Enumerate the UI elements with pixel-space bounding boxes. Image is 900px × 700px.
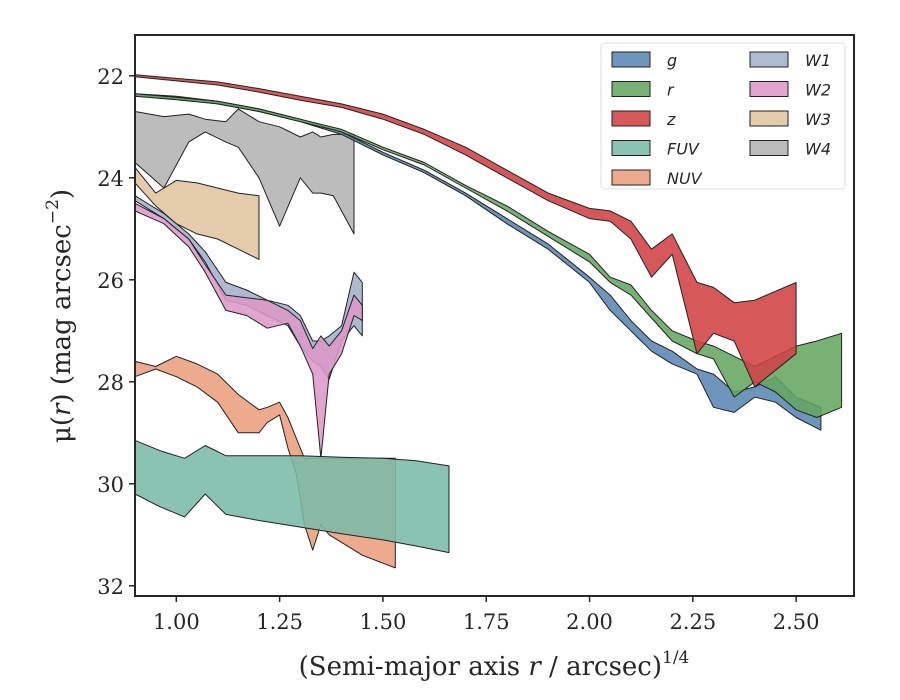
- legend-item-fuv: FUV: [611, 140, 700, 159]
- y-tick-label: 24: [97, 167, 124, 191]
- y-tick-label: 28: [97, 371, 124, 395]
- band-z: [134, 74, 797, 388]
- x-tick-label: 1.00: [153, 610, 200, 634]
- band-w3: [134, 167, 260, 260]
- legend-swatch: [749, 140, 789, 156]
- legend-swatch: [749, 110, 789, 127]
- legend-swatch: [611, 51, 651, 68]
- x-tick-label: 2.50: [773, 610, 820, 634]
- band-fuv: [134, 439, 450, 554]
- x-tick-label: 1.25: [256, 610, 303, 634]
- legend-swatch: [611, 81, 651, 97]
- legend-label: r: [667, 81, 675, 100]
- legend-label: W1: [805, 51, 831, 70]
- legend-swatch: [611, 140, 651, 156]
- legend-swatch: [611, 169, 651, 186]
- legend-item-w1: W1: [749, 51, 831, 70]
- legend-label: FUV: [667, 140, 700, 159]
- legend-label: W3: [805, 110, 831, 129]
- legend-item-w2: W2: [749, 81, 831, 100]
- legend-item-w4: W4: [749, 140, 831, 159]
- x-axis: 1.00 1.25 1.50 1.75 2.00 2.25 2.50: [153, 596, 820, 634]
- x-tick-label: 2.00: [566, 610, 613, 634]
- legend-label: NUV: [667, 169, 703, 188]
- band-g: [134, 93, 822, 431]
- legend: grz FUV NUV W1 W2 W3 W4: [600, 42, 846, 190]
- legend-swatch: [749, 81, 789, 97]
- y-tick-label: 26: [97, 269, 124, 293]
- y-tick-label: 22: [97, 65, 124, 89]
- legend-item-z: z: [611, 110, 676, 129]
- y-axis: 22 24 26 28 30 32: [97, 65, 135, 599]
- y-tick-label: 32: [97, 575, 124, 599]
- legend-label: W4: [805, 140, 831, 159]
- y-tick-label: 30: [97, 473, 124, 497]
- y-axis-label: μ(r) (mag arcsec−2): [43, 189, 77, 443]
- band-r: [134, 93, 843, 418]
- series-bands: [134, 74, 843, 569]
- legend-swatch: [611, 110, 651, 127]
- legend-swatch: [749, 51, 789, 68]
- x-tick-label: 2.25: [669, 610, 716, 634]
- legend-item-r: r: [611, 81, 675, 100]
- x-tick-label: 1.75: [463, 610, 510, 634]
- legend-label: z: [666, 110, 676, 129]
- plot-frame: [134, 34, 855, 597]
- x-tick-label: 1.50: [360, 610, 407, 634]
- band-w4: [134, 108, 355, 235]
- band-w2: [134, 202, 363, 459]
- legend-item-nuv: NUV: [611, 169, 703, 188]
- x-axis-label: (Semi-major axis r / arcsec)1/4: [299, 648, 690, 682]
- legend-label: W2: [805, 81, 831, 100]
- legend-item-w3: W3: [749, 110, 831, 129]
- legend-item-g: g: [611, 51, 677, 70]
- legend-label: g: [667, 51, 677, 70]
